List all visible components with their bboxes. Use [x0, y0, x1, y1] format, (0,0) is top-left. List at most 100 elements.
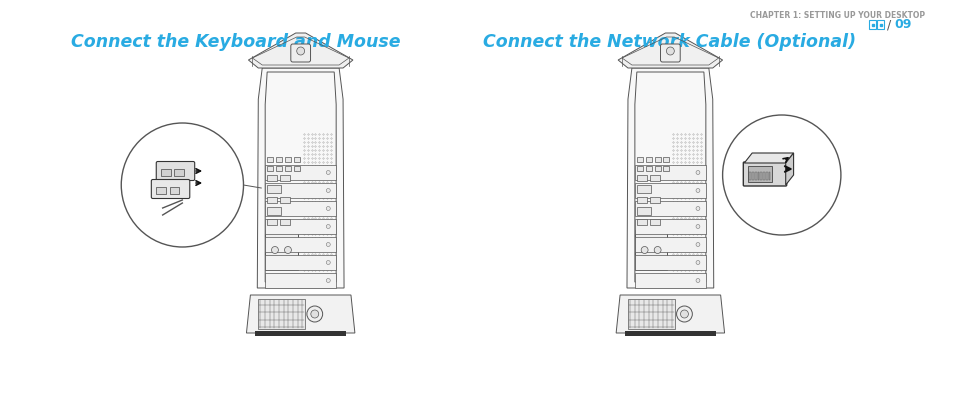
Bar	[275, 166, 282, 171]
Bar	[265, 273, 335, 288]
Bar	[285, 157, 291, 162]
Bar	[174, 169, 184, 176]
Bar	[654, 166, 659, 171]
Text: /: /	[886, 18, 890, 31]
Circle shape	[311, 310, 318, 318]
Circle shape	[676, 306, 692, 322]
Bar	[267, 219, 276, 225]
Text: 09: 09	[893, 18, 910, 31]
Circle shape	[326, 170, 330, 174]
Bar	[265, 183, 335, 198]
Bar	[627, 299, 674, 329]
Bar	[649, 175, 659, 181]
Bar	[637, 197, 646, 203]
Circle shape	[296, 47, 304, 55]
Bar	[267, 197, 276, 203]
Bar	[637, 166, 642, 171]
Bar	[160, 169, 171, 176]
Bar	[294, 157, 299, 162]
Bar	[634, 183, 705, 198]
FancyBboxPatch shape	[742, 162, 786, 186]
Polygon shape	[248, 33, 353, 68]
Bar	[634, 255, 705, 270]
Bar	[649, 197, 659, 203]
Circle shape	[696, 224, 700, 229]
Bar	[747, 166, 771, 182]
Bar	[751, 172, 753, 180]
Bar	[267, 175, 276, 181]
Bar	[877, 20, 883, 29]
Polygon shape	[743, 153, 793, 163]
Bar	[265, 201, 335, 216]
Circle shape	[640, 247, 647, 253]
Bar	[654, 157, 659, 162]
Polygon shape	[257, 68, 344, 288]
Circle shape	[696, 260, 700, 264]
Bar	[267, 185, 281, 193]
Bar	[285, 166, 291, 171]
Circle shape	[326, 260, 330, 264]
Circle shape	[121, 123, 243, 247]
Bar	[662, 157, 669, 162]
Bar	[265, 237, 335, 252]
Bar	[748, 172, 750, 180]
Circle shape	[272, 247, 278, 253]
Circle shape	[654, 247, 660, 253]
Bar	[279, 175, 290, 181]
Bar	[265, 230, 297, 270]
Bar	[258, 299, 305, 329]
Polygon shape	[626, 68, 713, 288]
Polygon shape	[618, 33, 721, 68]
Circle shape	[307, 306, 322, 322]
Bar	[645, 166, 651, 171]
Bar	[275, 157, 282, 162]
Bar	[762, 172, 764, 180]
Bar	[265, 255, 335, 270]
Circle shape	[696, 243, 700, 247]
Bar	[255, 331, 346, 336]
Circle shape	[696, 278, 700, 283]
Bar	[267, 166, 273, 171]
Circle shape	[696, 170, 700, 174]
Circle shape	[326, 243, 330, 247]
Circle shape	[696, 206, 700, 210]
Bar	[634, 237, 705, 252]
Bar	[662, 166, 669, 171]
Bar	[637, 185, 650, 193]
Bar	[265, 165, 335, 180]
Circle shape	[326, 278, 330, 283]
Bar	[637, 207, 650, 215]
Bar	[868, 20, 876, 29]
FancyBboxPatch shape	[156, 162, 194, 181]
Circle shape	[326, 206, 330, 210]
Text: Connect the Network Cable (Optional): Connect the Network Cable (Optional)	[482, 33, 855, 51]
Circle shape	[679, 310, 688, 318]
Bar	[624, 331, 715, 336]
Bar	[279, 219, 290, 225]
Circle shape	[284, 247, 291, 253]
Bar	[765, 172, 767, 180]
Bar	[637, 175, 646, 181]
Bar	[637, 157, 642, 162]
Polygon shape	[616, 295, 724, 333]
Circle shape	[721, 115, 840, 235]
Bar	[637, 219, 646, 225]
Polygon shape	[785, 153, 793, 185]
Circle shape	[666, 47, 674, 55]
Bar	[649, 219, 659, 225]
Bar	[267, 157, 273, 162]
Text: Connect the Keyboard and Mouse: Connect the Keyboard and Mouse	[71, 33, 400, 51]
FancyBboxPatch shape	[659, 44, 679, 62]
Bar	[155, 187, 166, 194]
Circle shape	[326, 224, 330, 229]
FancyBboxPatch shape	[291, 44, 311, 62]
Bar	[760, 172, 761, 180]
Circle shape	[696, 189, 700, 193]
FancyBboxPatch shape	[152, 179, 190, 199]
Bar	[645, 157, 651, 162]
Bar	[634, 219, 705, 234]
Bar	[634, 201, 705, 216]
Bar	[757, 172, 759, 180]
Bar	[279, 197, 290, 203]
Circle shape	[326, 189, 330, 193]
